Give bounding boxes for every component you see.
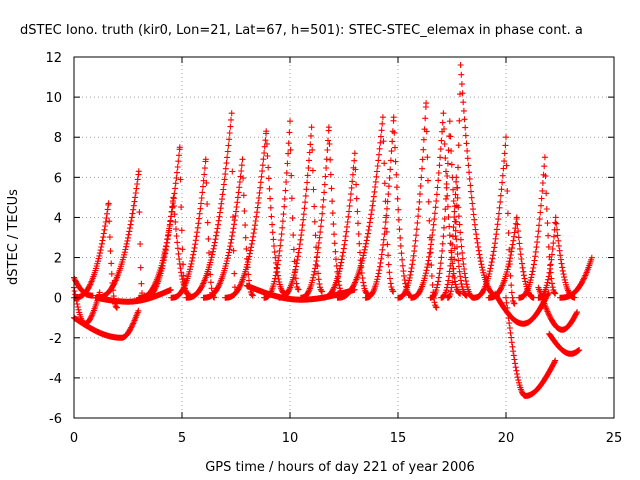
scatter-points [71, 62, 595, 399]
x-tick-label: 20 [498, 431, 515, 446]
y-tick-label: -2 [49, 332, 62, 347]
x-axis-label: GPS time / hours of day 221 of year 2006 [205, 460, 475, 475]
y-tick-label: -6 [49, 412, 62, 427]
x-tick-label: 10 [282, 431, 299, 446]
y-axis-label: dSTEC / TECUs [6, 189, 21, 285]
y-tick-label: 2 [54, 252, 62, 267]
y-tick-label: 12 [45, 51, 62, 66]
y-tick-label: 0 [54, 292, 62, 307]
x-tick-label: 0 [70, 431, 78, 446]
plot-frame [73, 56, 615, 419]
chart-title: dSTEC Iono. truth (kir0, Lon=21, Lat=67,… [20, 23, 583, 38]
grid [74, 57, 614, 418]
y-tick-label: 10 [45, 91, 62, 106]
y-tick-label: 8 [54, 131, 62, 146]
y-tick-label: 4 [54, 211, 62, 226]
y-tick-label: -4 [49, 372, 62, 387]
x-tick-label: 15 [390, 431, 407, 446]
x-tick-label: 5 [178, 431, 186, 446]
x-tick-labels: 0 5 10 15 20 25 [70, 431, 622, 446]
x-tick-label: 25 [606, 431, 623, 446]
y-tick-labels: -6 -4 -2 0 2 4 6 8 10 12 [45, 51, 62, 427]
data-series [71, 62, 595, 399]
y-tick-label: 6 [54, 171, 62, 186]
axis-ticks [73, 56, 615, 419]
